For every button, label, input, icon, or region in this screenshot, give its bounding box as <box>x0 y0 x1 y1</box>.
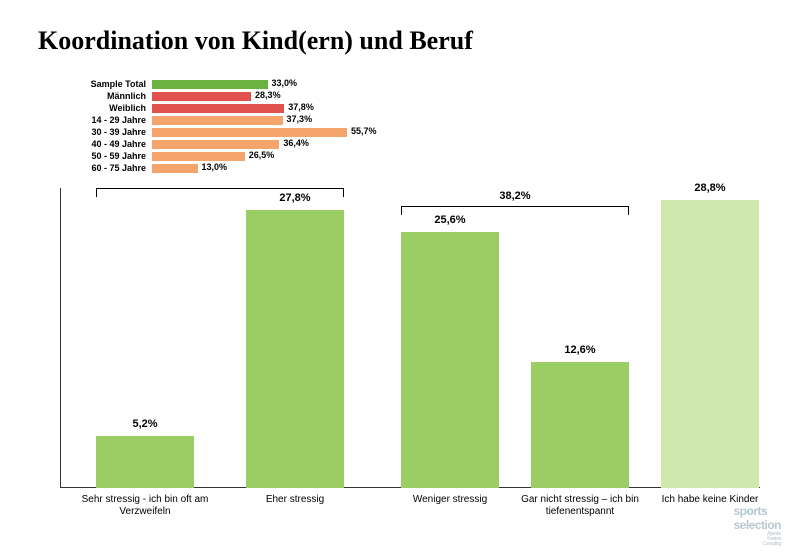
inset-row-label: Männlich <box>64 91 152 101</box>
main-bar: 28,8% <box>661 200 759 488</box>
inset-bar-value: 26,5% <box>249 150 275 160</box>
main-bar: 27,8% <box>246 210 344 488</box>
inset-bar-value: 33,0% <box>272 78 298 88</box>
inset-bar-track: 37,3% <box>152 116 374 125</box>
logo-text: sports selection <box>733 504 781 532</box>
inset-bar-track: 33,0% <box>152 80 374 89</box>
inset-bar <box>152 152 245 161</box>
inset-row: 14 - 29 Jahre 37,3% <box>64 114 374 126</box>
category-label: Eher stressig <box>230 494 360 506</box>
inset-bar-value: 37,8% <box>288 102 314 112</box>
inset-row: 30 - 39 Jahre 55,7% <box>64 126 374 138</box>
inset-bar-track: 55,7% <box>152 128 374 137</box>
inset-bar <box>152 164 198 173</box>
inset-bar-value: 36,4% <box>283 138 309 148</box>
sports-selection-logo: sports selection AgenturKarriereConsulti… <box>733 504 781 547</box>
logo-tagline: AgenturKarriereConsulting <box>733 532 781 547</box>
main-bar-value: 27,8% <box>246 192 344 204</box>
inset-bar-track: 26,5% <box>152 152 374 161</box>
inset-row-label: 40 - 49 Jahre <box>64 139 152 149</box>
main-bar-value: 25,6% <box>401 214 499 226</box>
inset-bar-track: 37,8% <box>152 104 374 113</box>
inset-row: 50 - 59 Jahre 26,5% <box>64 150 374 162</box>
category-label: Gar nicht stressig – ich bin tiefenentsp… <box>505 494 655 517</box>
inset-bar-track: 36,4% <box>152 140 374 149</box>
chart-title: Koordination von Kind(ern) und Beruf <box>38 26 473 56</box>
inset-bar <box>152 80 268 89</box>
inset-row: Männlich 28,3% <box>64 90 374 102</box>
main-bar-value: 5,2% <box>96 418 194 430</box>
inset-row: 40 - 49 Jahre 36,4% <box>64 138 374 150</box>
inset-bar <box>152 104 284 113</box>
inset-bar-value: 37,3% <box>287 114 313 124</box>
main-bar-value: 12,6% <box>531 344 629 356</box>
inset-row-label: 50 - 59 Jahre <box>64 151 152 161</box>
inset-row: 60 - 75 Jahre 13,0% <box>64 162 374 174</box>
inset-row: Weiblich 37,8% <box>64 102 374 114</box>
category-label: Sehr stressig - ich bin oft am Verzweife… <box>70 494 220 517</box>
inset-demographic-chart: Sample Total 33,0% Männlich 28,3% Weiblich 37… <box>64 78 374 174</box>
inset-row-label: 60 - 75 Jahre <box>64 163 152 173</box>
inset-bar <box>152 116 283 125</box>
category-label: Weniger stressig <box>385 494 515 506</box>
inset-bar-value: 28,3% <box>255 90 281 100</box>
y-axis <box>60 188 61 488</box>
inset-bar-value: 55,7% <box>351 126 377 136</box>
main-bar: 25,6% <box>401 232 499 488</box>
inset-bar <box>152 140 279 149</box>
main-bar: 12,6% <box>531 362 629 488</box>
inset-bar <box>152 128 347 137</box>
inset-bar <box>152 92 251 101</box>
inset-row: Sample Total 33,0% <box>64 78 374 90</box>
inset-row-label: 14 - 29 Jahre <box>64 115 152 125</box>
inset-bar-value: 13,0% <box>202 162 228 172</box>
inset-row-label: 30 - 39 Jahre <box>64 127 152 137</box>
main-bar-chart: 5,2% 27,8% 25,6% 12,6% 28,8% <box>60 188 760 488</box>
inset-bar-track: 13,0% <box>152 164 374 173</box>
inset-row-label: Sample Total <box>64 79 152 89</box>
main-bar-value: 28,8% <box>661 182 759 194</box>
main-bar: 5,2% <box>96 436 194 488</box>
inset-row-label: Weiblich <box>64 103 152 113</box>
inset-bar-track: 28,3% <box>152 92 374 101</box>
